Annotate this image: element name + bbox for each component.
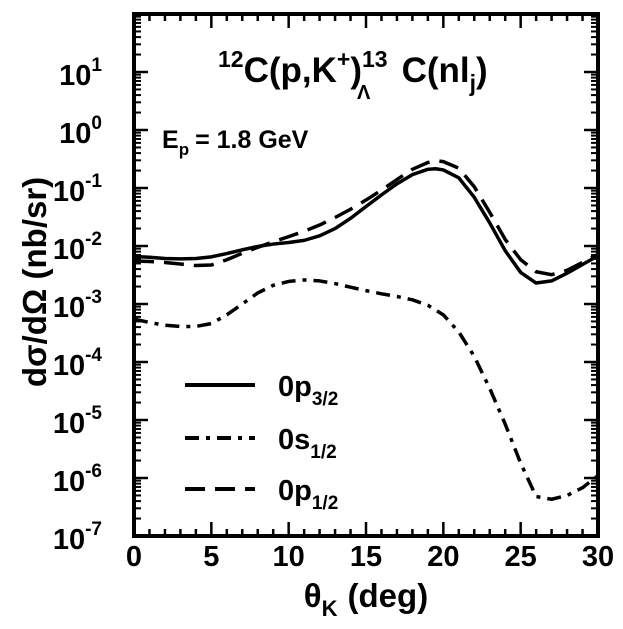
legend-label-0p1-2: 0p1/2 <box>278 475 338 514</box>
legend-0p3-2-sub: 3/2 <box>312 389 338 410</box>
y-tick-label: 101 <box>59 55 102 92</box>
reaction-entrance: (p,K <box>269 51 337 90</box>
series-line-0s1-2 <box>133 278 600 502</box>
reaction-target: C <box>244 51 269 90</box>
x-axis-unit: (deg) <box>348 577 429 614</box>
legend-0s1-2-sub: 1/2 <box>310 442 336 463</box>
reaction-j-subscript: j <box>469 70 476 96</box>
x-tick-label: 10 <box>273 541 305 573</box>
legend-0p3-2-main: 0p <box>278 371 312 403</box>
y-tick-label: 10-5 <box>53 403 103 440</box>
y-tick-label: 100 <box>59 113 102 150</box>
beam-energy-label: Ep = 1.8 GeV <box>162 126 309 159</box>
y-tick-label: 10-1 <box>53 171 103 208</box>
reaction-close: ) <box>476 51 488 90</box>
x-tick-labels: 0 5 10 15 20 25 30 <box>126 541 614 573</box>
x-tick-label: 5 <box>203 541 219 573</box>
series-group <box>133 159 600 502</box>
reaction-k-charge: + <box>337 46 350 72</box>
x-axis-label: θK (deg) <box>304 577 428 621</box>
y-tick-label: 10-6 <box>53 461 102 498</box>
beam-energy-subscript: p <box>179 140 189 159</box>
x-tick-label: 0 <box>126 541 142 573</box>
series-line-0p3-2 <box>133 166 599 285</box>
legend-0s1-2-main: 0s <box>278 424 310 456</box>
beam-energy-symbol: E <box>162 126 179 154</box>
x-tick-label: 30 <box>582 541 614 573</box>
legend-0p1-2-main: 0p <box>278 475 312 507</box>
x-tick-label: 25 <box>505 541 537 573</box>
y-tick-label: 10-7 <box>53 519 102 556</box>
x-axis-symbol: θ <box>304 577 322 614</box>
legend-0p1-2-sub: 1/2 <box>312 493 338 514</box>
reaction-lambda-subscript: Λ <box>357 82 371 104</box>
legend-label-0s1-2: 0s1/2 <box>278 424 337 463</box>
x-axis-subscript: K <box>322 596 338 621</box>
y-axis-label: dσ/dΩ (nb/sr) <box>16 177 53 387</box>
reaction-label: 12C(p,K+)13 C(nlj) <box>218 46 488 96</box>
reaction-product: C(nl <box>402 51 470 90</box>
legend-label-0p3-2: 0p3/2 <box>278 371 338 410</box>
reaction-target-mass: 12 <box>218 46 244 72</box>
y-tick-labels: 10-7 10-6 10-5 10-4 10-3 10-2 10-1 100 101 <box>53 55 103 556</box>
x-tick-label: 20 <box>427 541 459 573</box>
reaction-product-mass: 13 <box>362 46 388 72</box>
y-tick-label: 10-4 <box>53 345 103 382</box>
y-tick-label: 10-3 <box>53 287 102 324</box>
legend: 0p3/2 0s1/2 0p1/2 <box>185 371 338 514</box>
beam-energy-value: = 1.8 GeV <box>195 126 309 154</box>
x-tick-label: 15 <box>350 541 382 573</box>
reaction-exit: ) <box>350 51 362 90</box>
series-line-0p1-2 <box>133 159 599 277</box>
y-tick-label: 10-2 <box>53 229 102 266</box>
